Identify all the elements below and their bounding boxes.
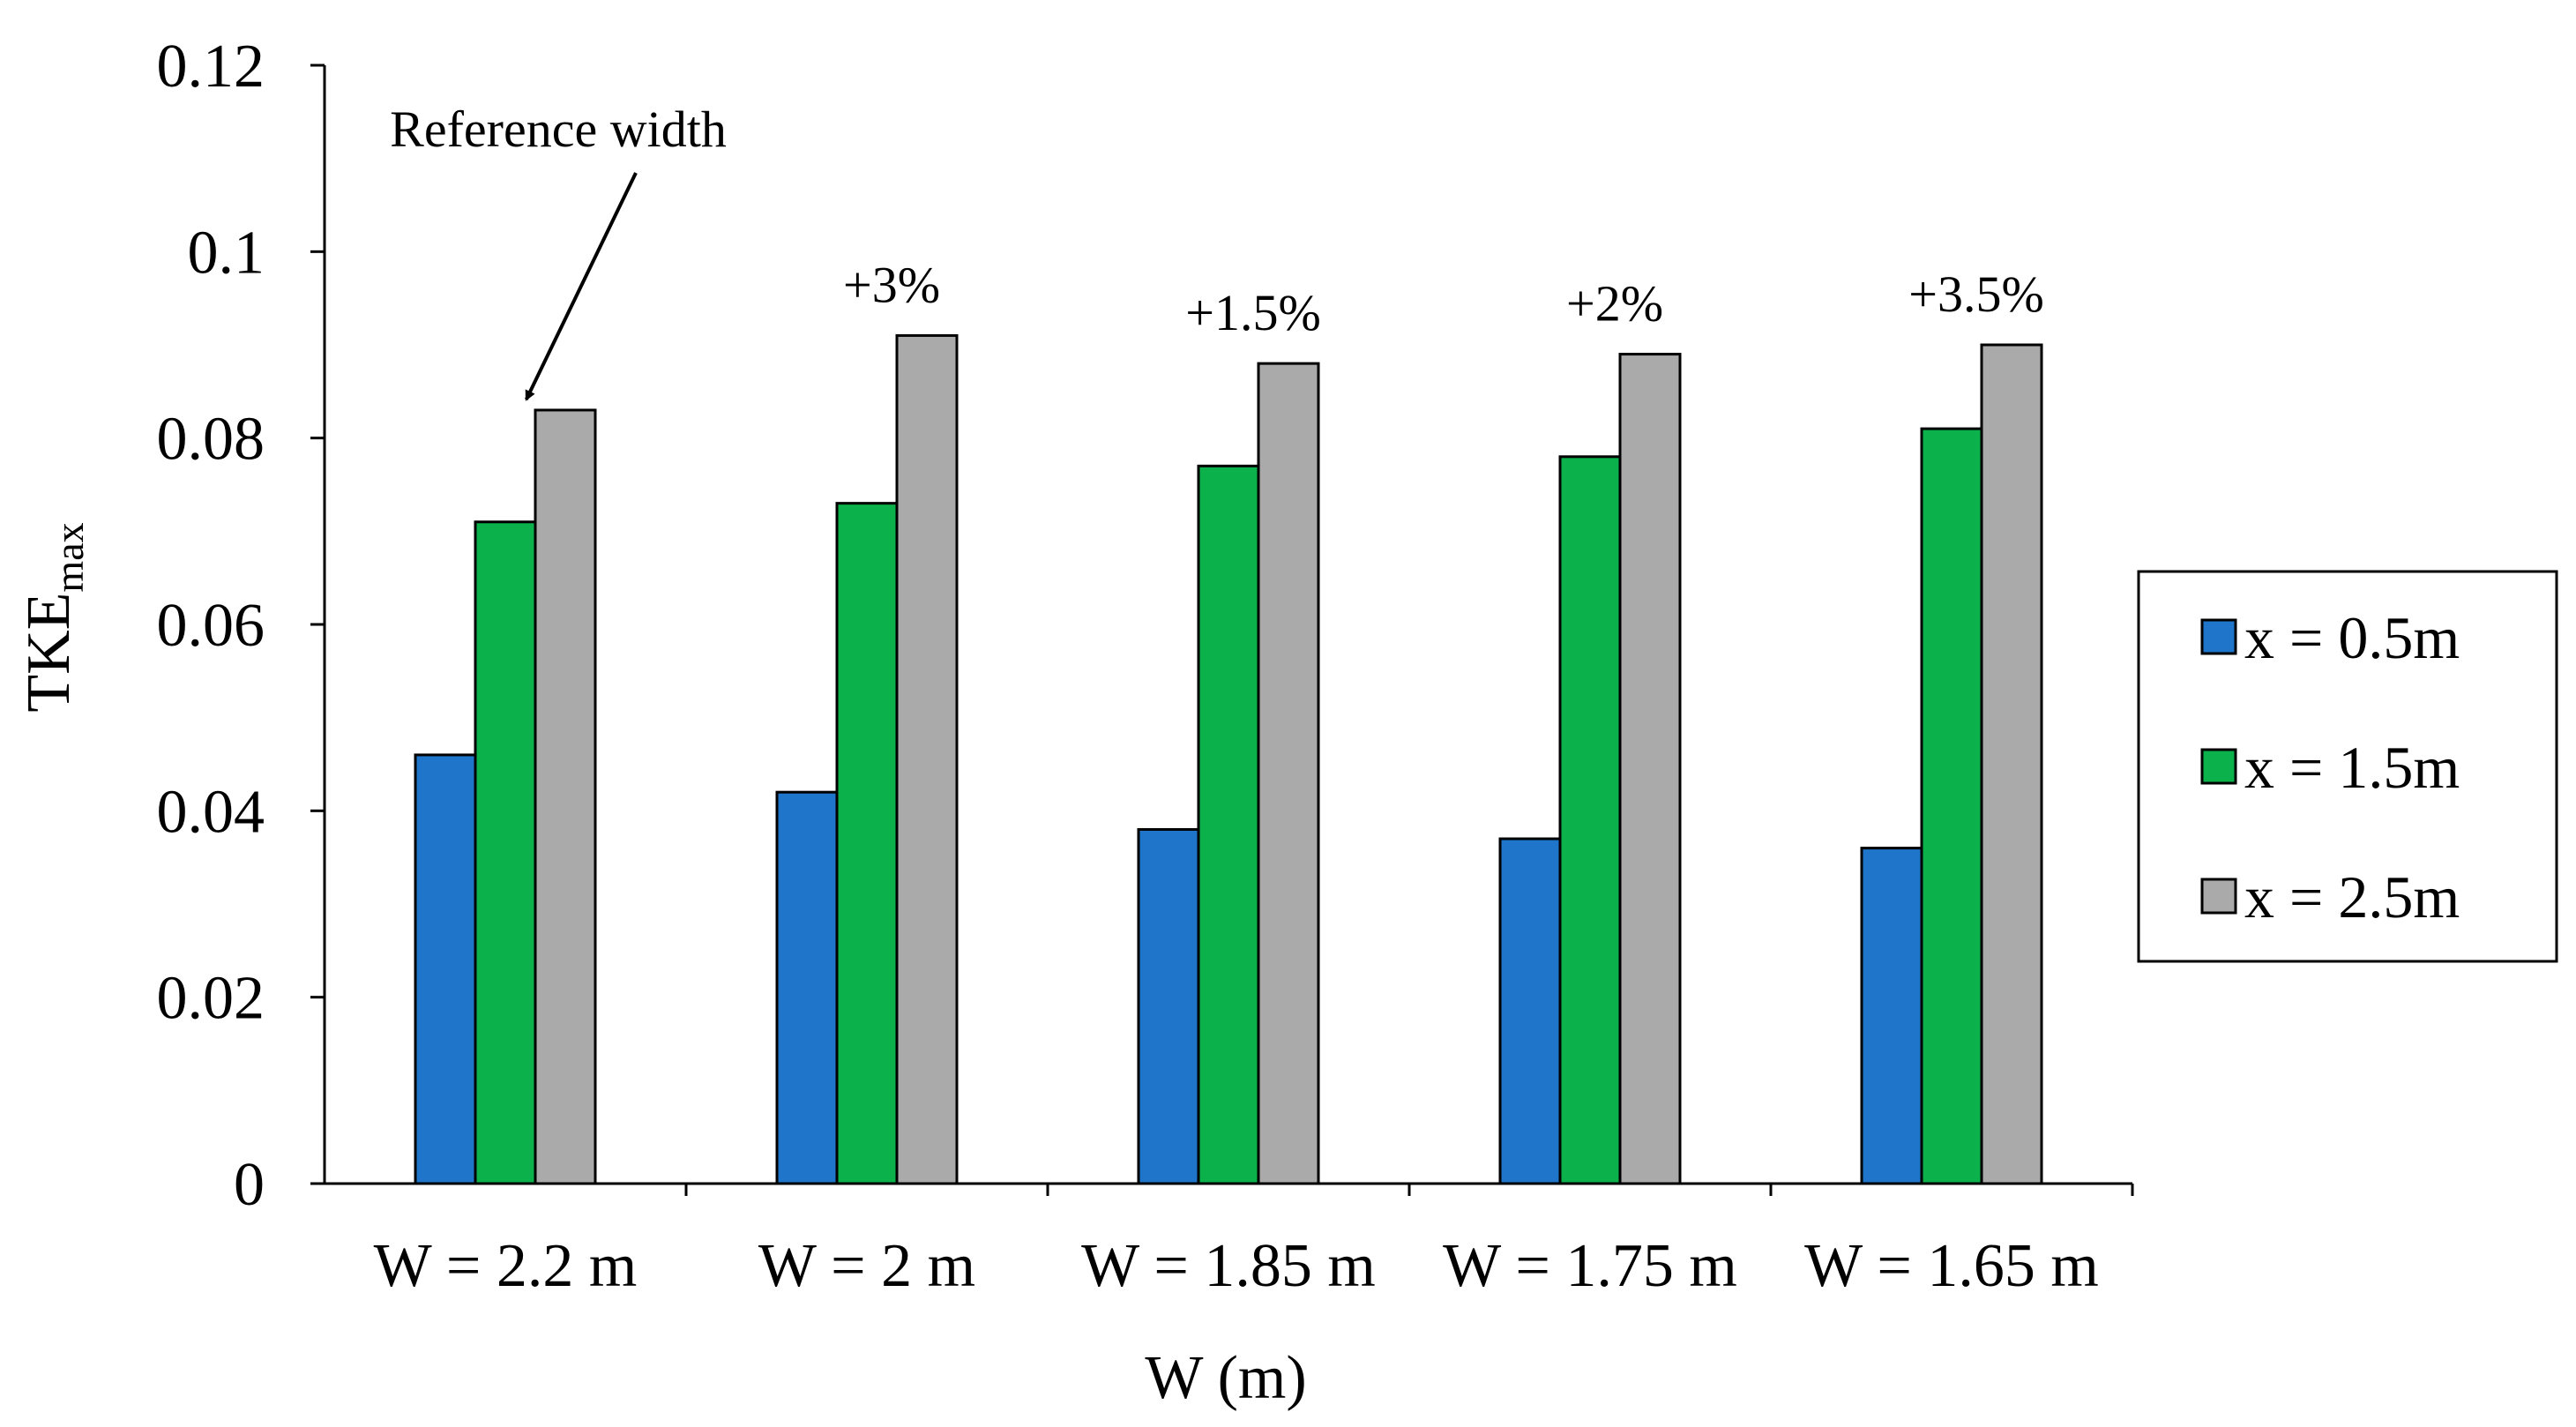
reference-arrow [524,172,638,401]
reference-width-annotation: Reference width [390,101,727,158]
percent-annotation: +3% [843,256,940,313]
bars [414,333,2043,1185]
y-axis-title: TKEmax [15,522,92,712]
bar-2-2 [835,502,899,1185]
legend-label: x = 2.5m [2244,863,2460,930]
bar-1-3 [1137,827,1200,1185]
y-axis: 0 0.02 0.04 0.06 0.08 0.1 0.12 [157,33,326,1219]
bar-2-3 [1197,464,1260,1185]
bar-3-4 [1618,353,1682,1185]
y-tick-label: 0.06 [157,592,265,660]
x-tick-label: W = 1.85 m [1081,1232,1376,1300]
legend: x = 0.5m x = 1.5m x = 2.5m [2137,570,2558,963]
bar-1-5 [1860,847,1923,1185]
bar-1-1 [414,753,477,1185]
legend-label: x = 0.5m [2244,604,2460,671]
bar-1-4 [1498,837,1562,1185]
legend-swatch [2200,878,2237,915]
percent-annotation: +3.5% [1908,265,2044,323]
y-axis-title-main: TKE [15,593,83,713]
y-tick-label: 0.1 [188,219,265,287]
y-tick-label: 0 [234,1151,265,1219]
bar-2-5 [1920,427,1983,1185]
x-axis-title: W (m) [1145,1344,1306,1412]
y-tick-label: 0.04 [157,778,265,846]
x-tick-label: W = 2.2 m [374,1232,638,1300]
bar-3-5 [1980,343,2043,1185]
y-tick-label: 0.02 [157,965,265,1033]
x-axis: W = 2.2 m W = 2 m W = 1.85 m W = 1.75 m W = … [325,1182,2134,1300]
bar-3-3 [1257,362,1320,1185]
x-tick-label: W = 1.75 m [1443,1232,1737,1300]
y-axis-title-subscript: max [47,522,92,592]
percent-annotation: +1.5% [1185,284,1321,341]
y-tick-label: 0.08 [157,406,265,474]
x-tick-label: W = 2 m [758,1232,975,1300]
annotations: Reference width +3% +1.5% +2% +3.5% [390,101,2044,401]
bar-3-1 [534,408,597,1185]
y-tick-label: 0.12 [157,33,265,101]
bar-2-4 [1558,455,1622,1185]
bar-2-1 [474,520,537,1185]
legend-swatch [2200,618,2237,655]
legend-swatch [2200,748,2237,785]
bar-3-2 [895,333,959,1185]
legend-label: x = 1.5m [2244,734,2460,801]
bar-1-2 [775,790,839,1185]
percent-annotation: +2% [1566,275,1663,332]
x-tick-label: W = 1.65 m [1804,1232,2099,1300]
